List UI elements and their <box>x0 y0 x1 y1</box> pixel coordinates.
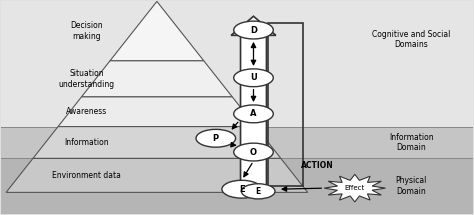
Text: Environment data: Environment data <box>53 171 121 180</box>
Polygon shape <box>324 174 385 202</box>
Text: Information
Domain: Information Domain <box>389 133 434 152</box>
Circle shape <box>222 180 262 198</box>
Polygon shape <box>82 61 232 97</box>
Bar <box>1 1 473 127</box>
Text: Awareness: Awareness <box>66 107 108 116</box>
Text: Cognitive and Social
Domains: Cognitive and Social Domains <box>372 30 451 49</box>
Polygon shape <box>33 127 281 158</box>
Text: Physical
Domain: Physical Domain <box>396 176 427 196</box>
Text: Information: Information <box>64 138 109 147</box>
Circle shape <box>234 143 273 161</box>
Text: ACTION: ACTION <box>301 161 333 170</box>
Text: E: E <box>255 187 261 196</box>
Circle shape <box>241 184 275 199</box>
Text: Situation
understanding: Situation understanding <box>59 69 115 89</box>
Bar <box>1 158 473 214</box>
Text: O: O <box>250 147 257 157</box>
Polygon shape <box>231 16 276 186</box>
Text: Effect: Effect <box>345 185 365 191</box>
Text: D: D <box>250 26 257 35</box>
Bar <box>1 127 473 158</box>
FancyBboxPatch shape <box>1 127 473 158</box>
Circle shape <box>234 21 273 39</box>
Text: A: A <box>250 109 257 118</box>
FancyBboxPatch shape <box>1 1 473 127</box>
FancyBboxPatch shape <box>1 158 473 214</box>
Circle shape <box>234 105 273 123</box>
Text: Decision
making: Decision making <box>71 22 103 41</box>
Circle shape <box>196 129 236 147</box>
Text: P: P <box>213 134 219 143</box>
Text: E: E <box>239 185 245 194</box>
Text: U: U <box>250 73 257 82</box>
Polygon shape <box>110 1 204 61</box>
Polygon shape <box>6 158 308 192</box>
Polygon shape <box>58 97 256 127</box>
Circle shape <box>234 69 273 87</box>
